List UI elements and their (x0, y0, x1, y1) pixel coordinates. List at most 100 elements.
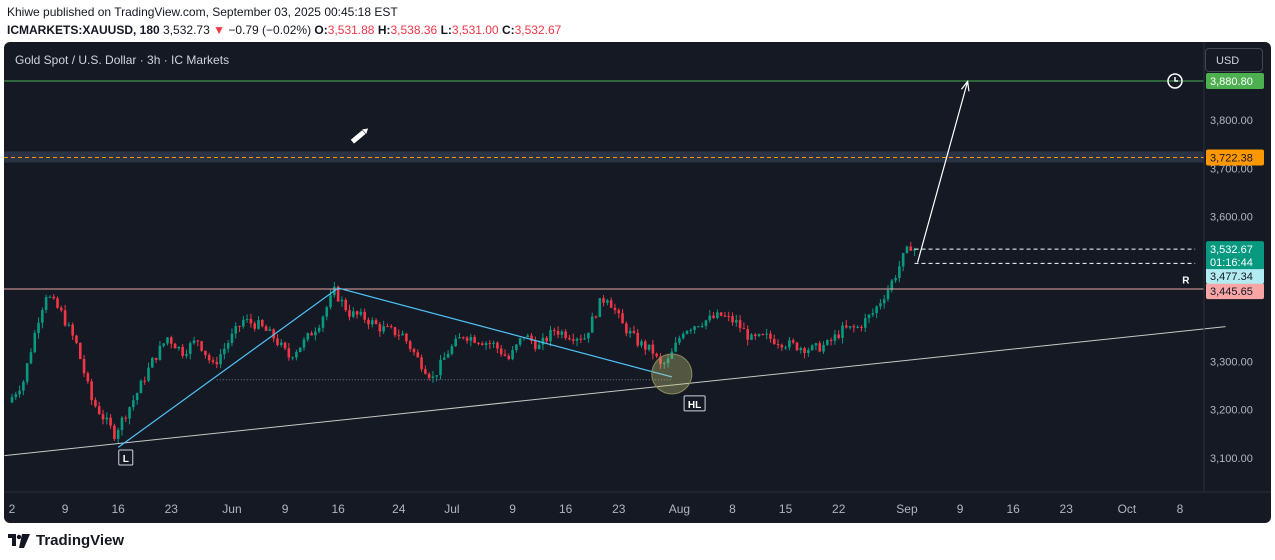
candle-body (279, 342, 283, 345)
candle-body (154, 357, 158, 360)
high-value: 3,538.36 (390, 23, 438, 37)
pencil-icon[interactable] (349, 126, 370, 146)
support-trendline[interactable] (4, 326, 1226, 457)
candle-body (344, 299, 348, 311)
candle-body (454, 338, 457, 347)
candle-body (719, 312, 723, 316)
candle-body (568, 338, 571, 340)
candle-body (234, 326, 238, 334)
clock-icon[interactable] (1167, 73, 1183, 89)
candle-body (890, 280, 894, 291)
candle-body (389, 326, 393, 328)
candle-body (78, 342, 82, 359)
candle-body (822, 344, 825, 352)
annotation-hl: HL (688, 400, 701, 411)
target-price-tag-bg (1206, 72, 1264, 89)
candle-body (135, 393, 139, 401)
zigzag-line[interactable] (117, 287, 672, 448)
candle-body (613, 307, 617, 311)
chart-panel[interactable]: L HL R 3,100.00 3,200.00 3,300.00 3,600.00 3,70… (4, 42, 1271, 523)
candle-body (188, 343, 192, 354)
candle-body (260, 320, 264, 327)
last-price-value: 3,532.73 (163, 23, 210, 37)
candle-body (22, 381, 25, 391)
last-price-tag-countdown: 01:16:44 (1210, 257, 1253, 269)
higher-low-circle[interactable] (651, 353, 693, 395)
high-label: H: (377, 23, 391, 37)
symbol-label: ICMARKETS:XAUUSD, 180 (7, 23, 160, 37)
candle-body (450, 346, 454, 354)
candle-body (465, 337, 469, 341)
candle-body (772, 338, 776, 344)
level-4-price-tag-label: 3,445.65 (1210, 286, 1253, 298)
candle-body (132, 400, 135, 408)
candle-body (833, 334, 837, 341)
zone-price-tag-bg (1206, 149, 1264, 166)
last-price-tag-label: 3,532.67 (1210, 244, 1253, 256)
candle-body (674, 342, 677, 352)
candle-body (556, 330, 560, 335)
candle-body (579, 338, 583, 340)
candle-body (894, 277, 897, 281)
candle-body (530, 335, 533, 341)
candle-body (769, 333, 772, 339)
candle-body (151, 357, 154, 368)
candle-body (120, 417, 124, 431)
zone-price-tag-label: 3,722.38 (1210, 152, 1253, 164)
candle-body (242, 319, 245, 327)
candle-body (511, 350, 514, 360)
candle-body (196, 340, 200, 342)
candle-body (82, 358, 86, 374)
candle-body (780, 344, 784, 348)
candle-body (735, 320, 738, 323)
candle-body (90, 381, 93, 401)
x-tick-label: 24 (392, 502, 406, 516)
candle-body (799, 348, 803, 351)
x-tick-label: Sep (896, 502, 918, 516)
candle-body (863, 318, 867, 328)
candle-body (818, 343, 822, 352)
candle-body (518, 338, 522, 345)
tradingview-logo[interactable]: TradingView (8, 532, 124, 549)
candle-body (298, 347, 302, 353)
candle-body (59, 307, 63, 311)
candle-body (431, 376, 435, 378)
candle-body (590, 316, 594, 333)
brand-name: TradingView (36, 532, 125, 549)
currency-button[interactable]: USD (1205, 48, 1263, 72)
candle-body (169, 337, 173, 344)
candle-body (370, 320, 374, 325)
x-tick-label: Oct (1118, 502, 1137, 516)
candle-body (340, 299, 344, 302)
candle-body (746, 329, 749, 340)
candle-body (105, 417, 109, 420)
candle-body (901, 253, 905, 267)
candle-body (348, 310, 351, 317)
candle-body (712, 315, 715, 318)
candle-body (427, 373, 431, 378)
candle-body (143, 380, 147, 382)
candle-body (583, 338, 586, 340)
candle-body (723, 315, 727, 317)
candle-body (408, 341, 412, 349)
candle-body (128, 407, 131, 419)
candle-body (807, 350, 810, 354)
last-price-tag-bg (1206, 241, 1264, 270)
candle-body (632, 330, 636, 333)
candle-body (913, 249, 916, 251)
candle-body (355, 311, 359, 315)
projection-arrow-line[interactable] (917, 81, 969, 263)
candle-body (829, 340, 833, 342)
annotation-box-hl (683, 395, 706, 412)
chart-canvas[interactable]: L HL R 3,100.00 3,200.00 3,300.00 3,600.00 3,70… (4, 42, 1271, 523)
candle-body (909, 246, 913, 251)
candle-body (651, 344, 655, 354)
candle-body (587, 332, 590, 339)
close-value: 3,532.67 (514, 23, 562, 37)
change-value: −0.79 (−0.02%) (228, 23, 312, 37)
candle-body (401, 333, 404, 336)
candle-body (367, 319, 370, 325)
candle-body (435, 375, 439, 377)
candle-body (856, 326, 859, 328)
candle-body (226, 343, 230, 349)
